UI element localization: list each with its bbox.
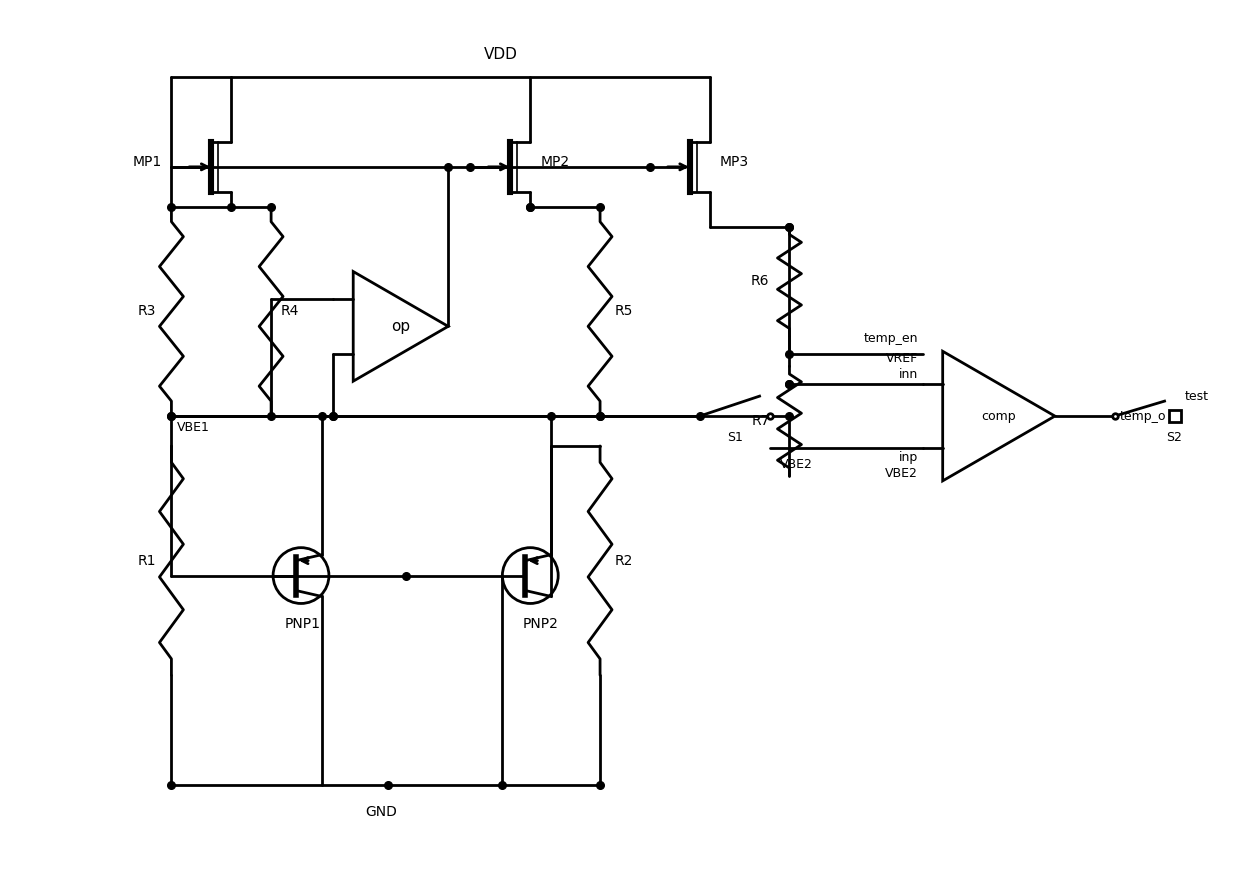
Text: MP1: MP1 bbox=[133, 155, 161, 169]
Text: PNP1: PNP1 bbox=[285, 618, 321, 632]
Text: inp: inp bbox=[899, 451, 918, 464]
Text: S1: S1 bbox=[727, 431, 743, 444]
Text: comp: comp bbox=[982, 410, 1016, 422]
Text: VBE2: VBE2 bbox=[780, 458, 812, 471]
Text: temp_en: temp_en bbox=[863, 332, 918, 345]
Text: R5: R5 bbox=[615, 304, 634, 318]
Text: R4: R4 bbox=[281, 304, 299, 318]
Text: PNP2: PNP2 bbox=[522, 618, 558, 632]
Text: MP2: MP2 bbox=[541, 155, 569, 169]
Text: temp_o: temp_o bbox=[1120, 410, 1166, 422]
Text: VDD: VDD bbox=[484, 47, 517, 62]
Text: S2: S2 bbox=[1167, 431, 1183, 444]
Text: R6: R6 bbox=[751, 274, 770, 288]
Text: R3: R3 bbox=[138, 304, 156, 318]
Text: VBE1: VBE1 bbox=[176, 421, 210, 434]
Text: op: op bbox=[391, 319, 410, 334]
Text: inn: inn bbox=[899, 368, 918, 381]
Text: R1: R1 bbox=[138, 554, 156, 568]
Text: GND: GND bbox=[365, 805, 397, 819]
Text: R7: R7 bbox=[751, 414, 770, 428]
Text: MP3: MP3 bbox=[719, 155, 749, 169]
Text: R2: R2 bbox=[615, 554, 634, 568]
Text: VBE2: VBE2 bbox=[885, 467, 918, 480]
Text: VREF: VREF bbox=[885, 352, 918, 365]
Text: test: test bbox=[1184, 390, 1209, 403]
